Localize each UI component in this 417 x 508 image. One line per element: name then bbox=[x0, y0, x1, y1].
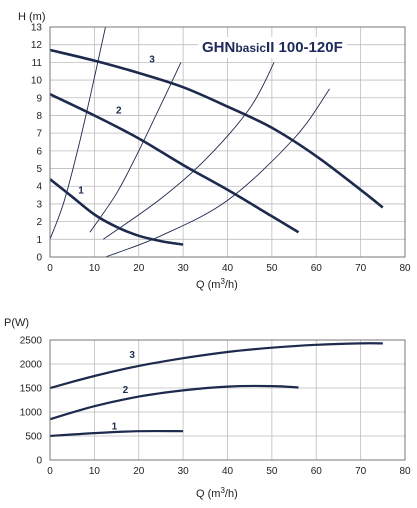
power-series bbox=[49, 342, 383, 438]
head-system-curves bbox=[49, 26, 330, 258]
y-tick-label: 12 bbox=[31, 40, 43, 51]
chart-title: GHNbasicII 100-120F bbox=[202, 39, 343, 56]
power-grid bbox=[50, 340, 405, 460]
y-tick-label: 0 bbox=[36, 456, 42, 467]
chart-title-rest: II 100-120F bbox=[266, 39, 343, 56]
curve-label-2: 2 bbox=[116, 106, 122, 117]
series-curve-3 bbox=[49, 342, 383, 390]
y-tick-label: 6 bbox=[36, 146, 42, 157]
y-tick-label: 7 bbox=[36, 129, 42, 140]
chart-title-sub: basic bbox=[235, 41, 266, 55]
y-tick-label: 3 bbox=[36, 199, 42, 210]
system-curve bbox=[49, 26, 106, 240]
y-tick-label: 5 bbox=[36, 164, 42, 175]
curve-label-1: 1 bbox=[78, 185, 84, 196]
curve-label-1: 1 bbox=[112, 421, 118, 432]
x-tick-label: 60 bbox=[311, 466, 323, 477]
x-tick-label: 60 bbox=[311, 263, 323, 274]
x-tick-label: 80 bbox=[399, 263, 411, 274]
x-tick-label: 30 bbox=[178, 466, 190, 477]
x-tick-label: 80 bbox=[399, 466, 411, 477]
x-tick-label: 70 bbox=[355, 263, 367, 274]
x-tick-label: 50 bbox=[266, 263, 278, 274]
head-grid bbox=[50, 27, 405, 257]
y-tick-label: 8 bbox=[36, 111, 42, 122]
x-tick-label: 30 bbox=[178, 263, 190, 274]
y-tick-label: 2 bbox=[36, 217, 42, 228]
y-tick-label: 500 bbox=[25, 432, 42, 443]
series-curve-2 bbox=[49, 384, 299, 421]
y-tick-label: 4 bbox=[36, 182, 42, 193]
x-tick-label: 0 bbox=[47, 466, 53, 477]
head-plot-frame bbox=[49, 26, 406, 258]
chart-title-main: GHN bbox=[202, 39, 235, 56]
y-tick-label: 2500 bbox=[20, 336, 43, 347]
power-y-ticks: 0 500 1000 1500 2000 2500 bbox=[20, 336, 43, 467]
head-y-axis-label: H (m) bbox=[18, 11, 46, 23]
head-chart: 123 0 10 20 30 40 50 60 70 80 012345678910111213… bbox=[18, 11, 411, 291]
x-tick-label: 40 bbox=[222, 263, 234, 274]
series-curve-1 bbox=[49, 178, 184, 246]
power-x-axis-label: Q (m3/h) bbox=[196, 486, 238, 500]
y-tick-label: 1000 bbox=[20, 408, 43, 419]
curve-label-3: 3 bbox=[129, 350, 135, 361]
power-curve-labels: 1 2 3 bbox=[112, 350, 136, 432]
power-plot-frame bbox=[49, 339, 406, 461]
x-tick-label: 20 bbox=[133, 466, 145, 477]
y-tick-label: 2000 bbox=[20, 360, 43, 371]
x-tick-label: 40 bbox=[222, 466, 234, 477]
series-curve-1 bbox=[49, 429, 184, 438]
series-curve-3 bbox=[49, 48, 384, 209]
series-curve-2 bbox=[49, 93, 300, 234]
y-tick-label: 0 bbox=[36, 253, 42, 264]
power-chart: 1 2 3 0 10 20 30 40 50 60 70 80 0 500 1000 1500 2000 25… bbox=[4, 317, 411, 500]
x-tick-label: 0 bbox=[47, 263, 53, 274]
title-background bbox=[198, 37, 347, 58]
system-curve bbox=[103, 62, 275, 240]
system-curve bbox=[89, 62, 182, 233]
system-curve bbox=[105, 88, 330, 258]
x-tick-label: 10 bbox=[89, 263, 101, 274]
curve-label-2: 2 bbox=[123, 385, 129, 396]
x-tick-label: 70 bbox=[355, 466, 367, 477]
power-y-axis-label: P(W) bbox=[4, 317, 29, 329]
head-curve-labels: 1 2 3 bbox=[78, 54, 155, 196]
curve-label-3: 3 bbox=[149, 54, 155, 65]
y-tick-label: 1500 bbox=[20, 384, 43, 395]
head-series bbox=[49, 48, 384, 246]
head-x-axis-label: Q (m3/h) bbox=[196, 277, 238, 291]
y-tick-label: 11 bbox=[32, 58, 43, 69]
y-tick-label: 9 bbox=[36, 93, 42, 104]
power-x-ticks: 0 10 20 30 40 50 60 70 80 bbox=[47, 466, 411, 477]
x-tick-label: 50 bbox=[266, 466, 278, 477]
y-tick-label: 1 bbox=[36, 235, 42, 246]
x-tick-label: 20 bbox=[133, 263, 145, 274]
y-tick-label: 10 bbox=[31, 76, 43, 87]
y-tick-label: 13 bbox=[31, 23, 43, 34]
head-x-ticks: 0 10 20 30 40 50 60 70 80 bbox=[47, 263, 411, 274]
x-tick-label: 10 bbox=[89, 466, 101, 477]
